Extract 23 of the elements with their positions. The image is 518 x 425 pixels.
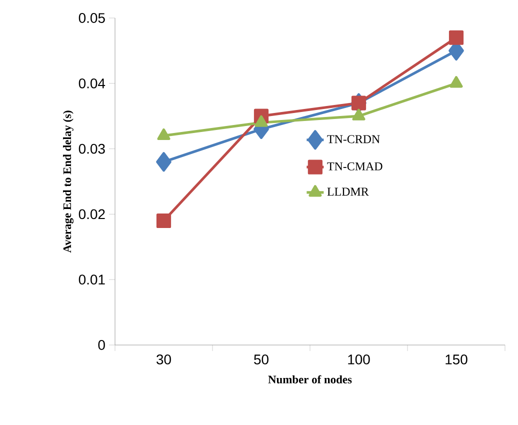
y-tick-label: 0.05 xyxy=(78,13,105,23)
y-axis-title: Average End to End delay (s) xyxy=(63,110,74,253)
point xyxy=(156,152,172,172)
x-tick-label: 30 xyxy=(156,354,171,364)
y-tick-label: 0.01 xyxy=(78,274,105,285)
x-tick-label: 100 xyxy=(348,354,370,364)
point xyxy=(157,128,170,140)
x-axis-title: Number of nodes xyxy=(268,375,352,384)
point xyxy=(352,108,366,120)
x-tick-label: 50 xyxy=(254,354,268,364)
y-tick-label: 0.02 xyxy=(78,209,105,220)
point xyxy=(351,96,366,110)
point xyxy=(254,115,268,127)
y-tick-label: 0.03 xyxy=(78,144,105,154)
point xyxy=(450,76,463,88)
x-tick-label: 150 xyxy=(446,354,468,364)
legend-label: TN-CMAD xyxy=(327,162,382,170)
legend-label: LLDMR xyxy=(327,188,369,196)
point xyxy=(156,213,172,228)
point xyxy=(448,30,464,45)
legend-label: TN-CRDN xyxy=(327,135,380,144)
y-tick-label: 0 xyxy=(98,340,105,350)
y-tick-label: 0.04 xyxy=(78,78,106,88)
